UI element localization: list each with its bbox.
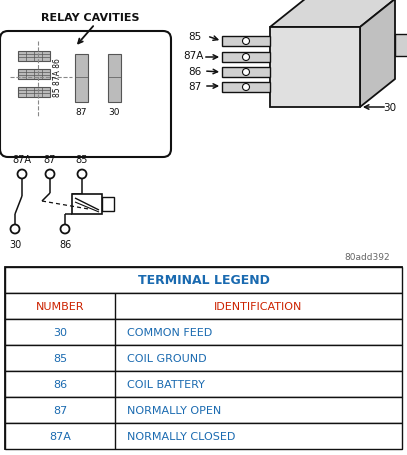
Polygon shape xyxy=(270,0,395,28)
Circle shape xyxy=(77,170,87,179)
Bar xyxy=(5,268,402,449)
Text: NORMALLY OPEN: NORMALLY OPEN xyxy=(127,405,221,415)
Bar xyxy=(5,397,402,423)
FancyBboxPatch shape xyxy=(0,32,171,157)
Bar xyxy=(5,345,402,371)
Text: 85: 85 xyxy=(53,353,67,363)
Text: 30: 30 xyxy=(108,108,120,117)
Text: 87: 87 xyxy=(75,108,87,117)
Circle shape xyxy=(11,225,20,234)
Text: 87A: 87A xyxy=(49,431,71,441)
Bar xyxy=(5,371,402,397)
Text: NORMALLY CLOSED: NORMALLY CLOSED xyxy=(127,431,235,441)
Text: 87: 87 xyxy=(44,155,56,165)
Text: 87A: 87A xyxy=(13,155,31,165)
Bar xyxy=(18,70,50,80)
Circle shape xyxy=(18,170,26,179)
Text: COIL GROUND: COIL GROUND xyxy=(127,353,207,363)
Text: 86: 86 xyxy=(53,379,67,389)
Bar xyxy=(5,293,402,319)
Text: 30: 30 xyxy=(9,239,21,249)
Text: 30: 30 xyxy=(53,327,67,337)
Text: 87: 87 xyxy=(53,405,67,415)
Circle shape xyxy=(243,55,249,61)
Text: 87A: 87A xyxy=(183,51,203,61)
Bar xyxy=(5,268,402,293)
Bar xyxy=(270,28,360,108)
Bar xyxy=(222,68,270,78)
Bar xyxy=(102,197,114,212)
Text: TERMINAL LEGEND: TERMINAL LEGEND xyxy=(138,274,269,287)
Polygon shape xyxy=(360,0,395,108)
Bar xyxy=(72,195,102,214)
Text: 85: 85 xyxy=(188,32,201,42)
Text: 86: 86 xyxy=(59,239,71,249)
Bar xyxy=(395,35,407,57)
Text: COMMON FEED: COMMON FEED xyxy=(127,327,212,337)
Bar xyxy=(108,55,121,103)
Circle shape xyxy=(46,170,55,179)
Circle shape xyxy=(243,84,249,91)
Bar xyxy=(5,423,402,449)
Text: 87: 87 xyxy=(188,82,201,92)
Bar xyxy=(222,53,270,63)
Text: 85: 85 xyxy=(76,155,88,165)
Bar xyxy=(18,52,50,62)
Bar xyxy=(75,55,88,103)
Bar xyxy=(5,319,402,345)
Bar xyxy=(222,83,270,93)
Text: NUMBER: NUMBER xyxy=(36,301,84,311)
Text: RELAY CAVITIES: RELAY CAVITIES xyxy=(41,13,139,23)
Text: 80add392: 80add392 xyxy=(344,253,390,262)
Text: IDENTIFICATION: IDENTIFICATION xyxy=(214,301,303,311)
Text: 86: 86 xyxy=(188,67,201,77)
Text: 30: 30 xyxy=(383,103,396,113)
Circle shape xyxy=(243,69,249,76)
Text: COIL BATTERY: COIL BATTERY xyxy=(127,379,205,389)
Text: 85 87A 86: 85 87A 86 xyxy=(53,58,61,97)
Circle shape xyxy=(243,38,249,46)
Circle shape xyxy=(61,225,70,234)
Bar xyxy=(18,88,50,98)
Bar xyxy=(222,37,270,47)
